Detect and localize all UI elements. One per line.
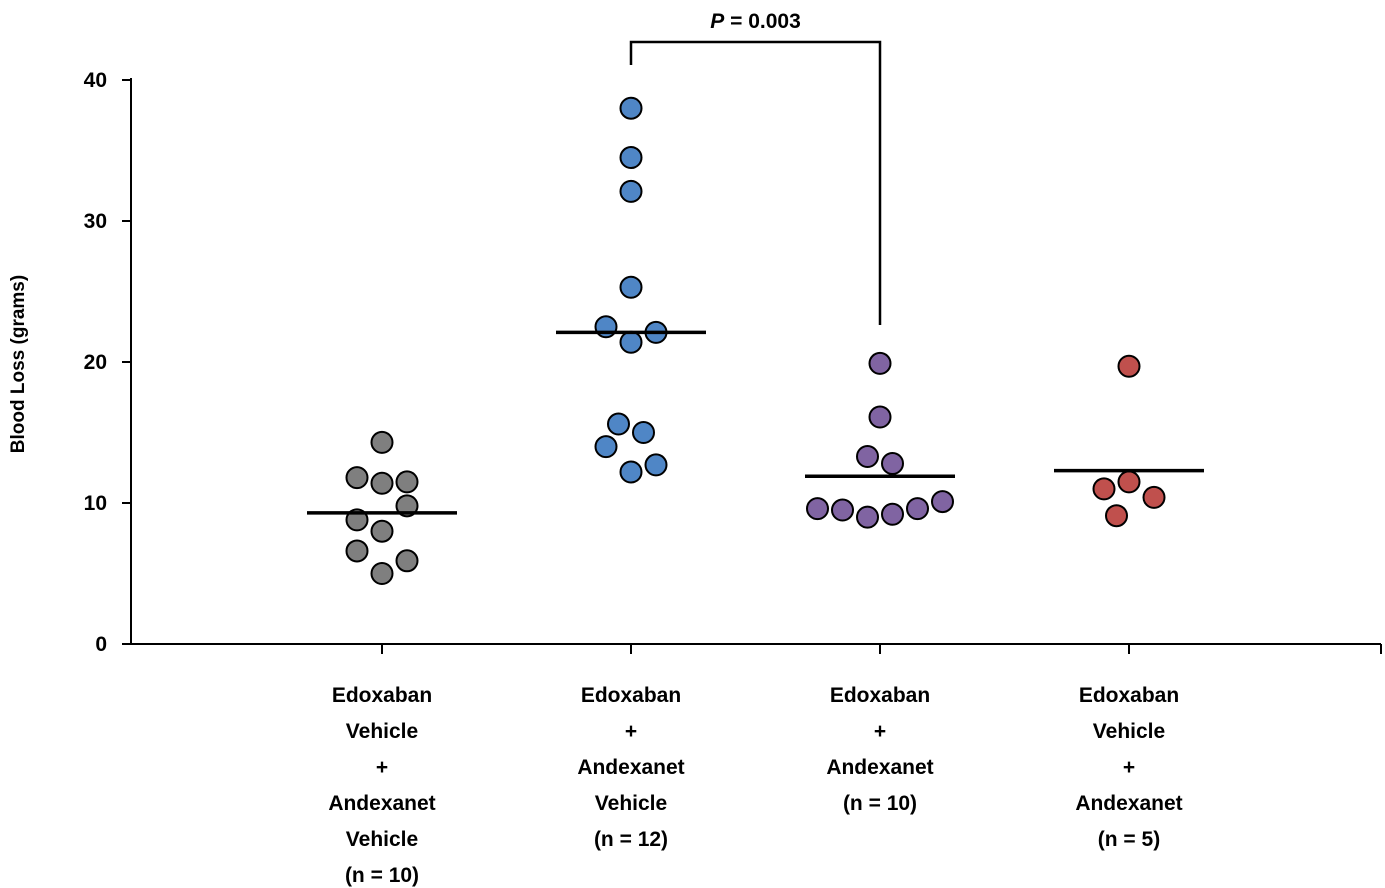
data-point bbox=[395, 549, 419, 573]
category-label: Edoxaban + Andexanet Vehicle (n = 12) bbox=[577, 684, 684, 851]
category-label-line: (n = 12) bbox=[594, 828, 668, 851]
category-label-line: Edoxaban bbox=[1079, 684, 1179, 707]
p-symbol: P bbox=[710, 10, 725, 33]
data-point bbox=[619, 96, 643, 120]
category-label-line: Andexanet bbox=[328, 792, 435, 815]
data-point bbox=[931, 490, 954, 514]
category-label-line: Andexanet bbox=[1075, 792, 1182, 815]
category-label: Edoxaban Vehicle + Andexanet (n = 5) bbox=[1075, 684, 1182, 851]
data-point bbox=[619, 460, 643, 484]
y-tick-label: 30 bbox=[84, 210, 107, 233]
data-point bbox=[370, 430, 394, 454]
data-point bbox=[345, 539, 369, 563]
data-point bbox=[868, 351, 892, 375]
data-point bbox=[1142, 485, 1166, 509]
data-point bbox=[831, 498, 854, 522]
category-label-line: + bbox=[376, 756, 388, 779]
significance-bracket bbox=[629, 40, 882, 325]
data-point bbox=[370, 519, 394, 543]
category-label-line: Edoxaban bbox=[332, 684, 432, 707]
category-label-line: (n = 5) bbox=[1098, 828, 1160, 851]
data-point bbox=[395, 494, 419, 518]
category-label-line: + bbox=[874, 720, 886, 743]
data-point bbox=[1117, 354, 1141, 378]
category-label-line: Edoxaban bbox=[830, 684, 930, 707]
data-point bbox=[881, 452, 904, 476]
data-point bbox=[594, 435, 618, 459]
y-tick-label: 0 bbox=[95, 633, 107, 656]
y-tick-label: 40 bbox=[84, 69, 107, 92]
category-labels: Edoxaban Vehicle + Andexanet Vehicle (n = 10)… bbox=[328, 684, 1182, 887]
y-axis-title: Blood Loss (grams) bbox=[8, 275, 29, 453]
data-point bbox=[906, 497, 929, 521]
data-point bbox=[806, 497, 829, 521]
data-points bbox=[307, 96, 1204, 585]
category-label-line: Vehicle bbox=[1093, 720, 1165, 743]
category-label-line: Andexanet bbox=[826, 756, 933, 779]
category-label-line: (n = 10) bbox=[345, 864, 419, 887]
data-point bbox=[607, 412, 630, 436]
category-label-line: Andexanet bbox=[577, 756, 684, 779]
data-point bbox=[619, 146, 643, 170]
p-value: = 0.003 bbox=[724, 10, 800, 33]
category-label-line: Vehicle bbox=[595, 792, 667, 815]
data-point bbox=[370, 471, 394, 495]
y-tick-label: 10 bbox=[84, 492, 107, 515]
significance-annotation: P = 0.003 bbox=[629, 10, 882, 325]
data-point bbox=[1105, 504, 1128, 528]
category-label-line: Vehicle bbox=[346, 720, 418, 743]
data-point bbox=[619, 330, 643, 354]
p-value-label: P = 0.003 bbox=[710, 10, 801, 33]
category-label-line: Vehicle bbox=[346, 828, 418, 851]
data-point bbox=[632, 421, 655, 444]
data-point bbox=[644, 453, 668, 477]
category-label-line: + bbox=[625, 720, 637, 743]
data-point bbox=[856, 505, 879, 529]
data-point bbox=[395, 470, 419, 494]
data-point bbox=[619, 275, 643, 299]
data-point bbox=[345, 466, 369, 490]
category-label: Edoxaban Vehicle + Andexanet Vehicle (n = 10) bbox=[328, 684, 435, 887]
data-point bbox=[345, 508, 369, 532]
data-point bbox=[881, 502, 904, 526]
category-label-line: + bbox=[1123, 756, 1135, 779]
y-tick-label: 20 bbox=[84, 351, 107, 374]
data-point bbox=[619, 179, 643, 203]
data-point bbox=[856, 444, 879, 468]
data-point bbox=[370, 562, 394, 585]
category-label-line: Edoxaban bbox=[581, 684, 681, 707]
data-point bbox=[1117, 470, 1141, 494]
data-point bbox=[868, 405, 892, 429]
axes: 0 10 20 30 40 bbox=[84, 69, 1382, 656]
category-label: Edoxaban + Andexanet (n = 10) bbox=[826, 684, 933, 815]
data-point bbox=[1092, 477, 1116, 501]
category-label-line: (n = 10) bbox=[843, 792, 917, 815]
